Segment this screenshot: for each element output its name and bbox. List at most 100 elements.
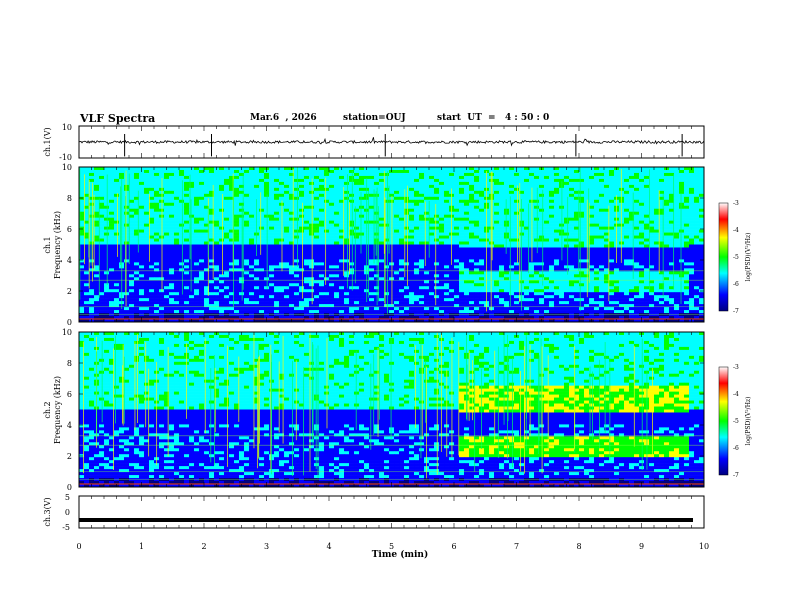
spectrogram-cell <box>409 193 415 198</box>
spectrogram-cell <box>279 175 285 180</box>
spectrogram-cell <box>624 268 630 272</box>
spectrogram-cell <box>89 229 95 233</box>
spectrogram-cell <box>244 244 250 248</box>
spectrogram-cell <box>574 190 580 195</box>
spectrogram-cell <box>554 250 560 254</box>
spectrogram-cell <box>544 226 550 230</box>
spectrogram-cell <box>84 217 90 221</box>
spectrogram-cell <box>649 172 655 177</box>
spectrogram-cell <box>599 244 605 248</box>
spectrogram-cell <box>454 217 460 221</box>
spectrogram-cell <box>184 199 190 204</box>
spectrogram-cell <box>674 223 680 227</box>
spectrogram-cell <box>209 184 215 189</box>
spectrogram-cell <box>199 247 205 251</box>
spectrogram-cell <box>629 211 635 215</box>
spectrogram-cell <box>604 184 610 189</box>
spectrogram-cell <box>139 238 145 242</box>
spectrogram-cell <box>624 232 630 236</box>
spectrogram-cell <box>314 199 320 204</box>
spectrogram-cell <box>474 226 480 230</box>
spectrogram-cell <box>109 172 115 177</box>
spectrogram-cell <box>534 184 540 189</box>
spectrogram-cell <box>694 172 700 177</box>
spectrogram-cell <box>544 172 550 177</box>
spectrogram-cell <box>299 217 305 221</box>
spectrogram-cell <box>169 184 175 189</box>
spectrogram-cell <box>429 223 435 227</box>
spectrogram-cell <box>434 214 440 218</box>
spectrogram-cell <box>464 223 470 227</box>
spectrogram-cell <box>514 262 520 266</box>
spectrogram-cell <box>524 217 530 221</box>
spectrogram-cell <box>599 205 605 210</box>
spectrogram-cell <box>259 199 265 204</box>
spectrogram-cell <box>359 232 365 236</box>
spectrogram-cell <box>179 238 185 242</box>
spectrogram-cell <box>639 211 645 215</box>
spectrogram-cell <box>464 262 470 266</box>
spectrogram-cell <box>649 241 655 245</box>
spectrogram-cell <box>499 247 505 251</box>
spectrogram-cell <box>674 193 680 198</box>
spectrogram-cell <box>209 238 215 242</box>
spectrogram-cell <box>604 172 610 177</box>
spectrogram-cell <box>359 193 365 198</box>
spectrogram-cell <box>279 172 285 177</box>
spectrogram-cell <box>534 244 540 248</box>
spectrogram-cell <box>169 220 175 224</box>
spectrogram-cell <box>599 208 605 213</box>
spectrogram-cell <box>284 214 290 218</box>
spectrogram-cell <box>209 187 215 192</box>
spectrogram-cell <box>609 181 615 186</box>
spectrogram-cell <box>124 187 130 192</box>
spectrogram-cell <box>569 280 575 284</box>
spectrogram-cell <box>334 247 340 251</box>
spectrogram-cell <box>354 247 360 251</box>
spectrogram-cell <box>339 178 345 183</box>
spectrogram-cell <box>674 196 680 201</box>
spectrogram-cell <box>369 232 375 236</box>
spectrogram-cell <box>294 205 300 210</box>
spectrogram-cell <box>209 235 215 239</box>
spectrogram-cell <box>404 274 410 278</box>
spectrogram-cell <box>549 223 555 227</box>
spectrogram-cell <box>564 220 570 224</box>
spectrogram-cell <box>309 196 315 201</box>
spectrogram-cell <box>349 202 355 207</box>
spectrogram-cell <box>369 181 375 186</box>
spectrogram-cell <box>179 214 185 218</box>
spectrogram-cell <box>669 178 675 183</box>
spectrogram-cell <box>84 277 90 281</box>
spectrogram-cell <box>259 167 265 171</box>
spectrogram-cell <box>274 220 280 224</box>
spectrogram-cell <box>439 250 445 254</box>
spectrogram-cell <box>94 265 100 269</box>
spectrogram-cell <box>449 280 455 284</box>
spectrogram-cell <box>104 199 110 204</box>
spectrogram-cell <box>424 178 430 183</box>
spectrogram-cell <box>569 241 575 245</box>
spectrogram-cell <box>419 193 425 198</box>
spectrogram-cell <box>554 232 560 236</box>
spectrogram-cell <box>309 250 315 254</box>
spectrogram-cell <box>259 181 265 186</box>
spectrogram-cell <box>644 169 650 174</box>
spectrogram-cell <box>519 187 525 192</box>
spectrogram-cell <box>114 208 120 213</box>
spectrogram-cell <box>489 175 495 180</box>
spectrogram-cell <box>299 265 305 269</box>
spectrogram-cell <box>489 241 495 245</box>
spectrogram-cell <box>299 211 305 215</box>
spectrogram-cell <box>259 211 265 215</box>
spectrogram-cell <box>644 196 650 201</box>
spectrogram-cell <box>489 253 495 257</box>
spectrogram-cell <box>384 202 390 207</box>
spectrogram-cell <box>349 259 355 263</box>
spectrogram-cell <box>494 172 500 177</box>
spectrogram-cell <box>89 220 95 224</box>
spectrogram-cell <box>369 265 375 269</box>
spectrogram-cell <box>599 187 605 192</box>
spectrogram-cell <box>99 184 105 189</box>
spectrogram-cell <box>104 167 110 171</box>
